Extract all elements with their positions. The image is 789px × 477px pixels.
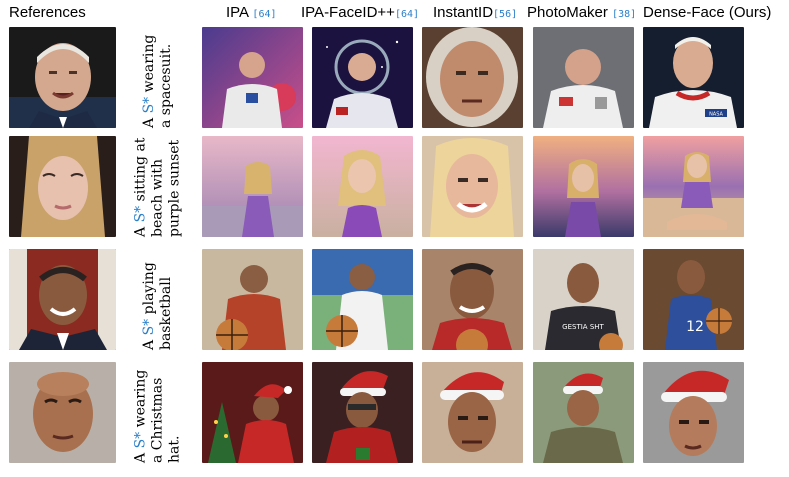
shirt-text: GESTIA SHT bbox=[562, 323, 604, 331]
header-ipa-faceid-cite: [64] bbox=[394, 9, 420, 20]
header-ipa-cite: [64] bbox=[252, 9, 277, 20]
header-photomaker-cite: [38] bbox=[612, 9, 637, 20]
prompt-row-1: A S* wearing a spacesuit. bbox=[118, 28, 198, 128]
header-ipa: IPA [64] bbox=[226, 4, 277, 21]
instantid-image-row-3 bbox=[422, 249, 523, 350]
prompt-text: wearing a Christmas hat. bbox=[132, 369, 183, 463]
ipa-faceid-image-row-3 bbox=[312, 249, 413, 350]
header-ipa-faceid-label: IPA-FaceID++ bbox=[301, 4, 395, 21]
reference-image-row-1 bbox=[9, 27, 116, 128]
prompt-prefix: A bbox=[132, 452, 149, 463]
identity-token: S* bbox=[141, 96, 157, 114]
header-ipa-label: IPA bbox=[226, 4, 249, 21]
reference-image-row-4 bbox=[9, 362, 116, 463]
photomaker-image-row-4 bbox=[533, 362, 634, 463]
reference-image-row-2 bbox=[9, 136, 116, 237]
dense-face-image-row-3: 12 bbox=[643, 249, 744, 350]
header-instantid-cite: [56] bbox=[493, 9, 518, 20]
nasa-badge-text: NASA bbox=[709, 112, 723, 118]
header-instantid-label: InstantID bbox=[433, 4, 494, 21]
instantid-image-row-1 bbox=[422, 27, 523, 128]
prompt-row-2: A S* sitting at beach with purple sunset bbox=[118, 137, 198, 237]
ipa-faceid-image-row-4 bbox=[312, 362, 413, 463]
identity-token: S* bbox=[132, 205, 149, 223]
identity-token: S* bbox=[141, 318, 157, 336]
instantid-image-row-2 bbox=[422, 136, 523, 237]
header-dense-face-label: Dense-Face (Ours) bbox=[643, 4, 772, 21]
prompt-row-3: A S* playing basketball bbox=[118, 250, 198, 350]
prompt-text: playing basketball bbox=[141, 262, 174, 350]
dense-face-image-row-1: NASA bbox=[643, 27, 744, 128]
identity-token: S* bbox=[132, 431, 149, 449]
header-instantid: InstantID[56] bbox=[433, 4, 517, 21]
header-photomaker: PhotoMaker [38] bbox=[527, 4, 636, 21]
prompt-row-4: A S* wearing a Christmas hat. bbox=[118, 363, 198, 463]
ipa-faceid-image-row-1 bbox=[312, 27, 413, 128]
photomaker-image-row-3: GESTIA SHT bbox=[533, 249, 634, 350]
dense-face-image-row-4 bbox=[643, 362, 744, 463]
photomaker-image-row-1 bbox=[533, 27, 634, 128]
ipa-faceid-image-row-2 bbox=[312, 136, 413, 237]
instantid-image-row-4 bbox=[422, 362, 523, 463]
prompt-text: wearing a spacesuit. bbox=[141, 34, 174, 128]
ipa-image-row-2 bbox=[202, 136, 303, 237]
ipa-image-row-3 bbox=[202, 249, 303, 350]
header-references: References bbox=[9, 4, 86, 21]
ipa-image-row-1 bbox=[202, 27, 303, 128]
dense-face-image-row-2 bbox=[643, 136, 744, 237]
header-ipa-faceid: IPA-FaceID++[64] bbox=[301, 4, 419, 21]
prompt-prefix: A bbox=[141, 339, 157, 350]
prompt-prefix: A bbox=[132, 226, 149, 237]
header-dense-face: Dense-Face (Ours) bbox=[643, 4, 771, 21]
reference-image-row-3 bbox=[9, 249, 116, 350]
ipa-image-row-4 bbox=[202, 362, 303, 463]
prompt-prefix: A bbox=[141, 117, 157, 128]
photomaker-image-row-2 bbox=[533, 136, 634, 237]
jersey-number: 12 bbox=[686, 319, 704, 335]
header-photomaker-label: PhotoMaker bbox=[527, 4, 608, 21]
